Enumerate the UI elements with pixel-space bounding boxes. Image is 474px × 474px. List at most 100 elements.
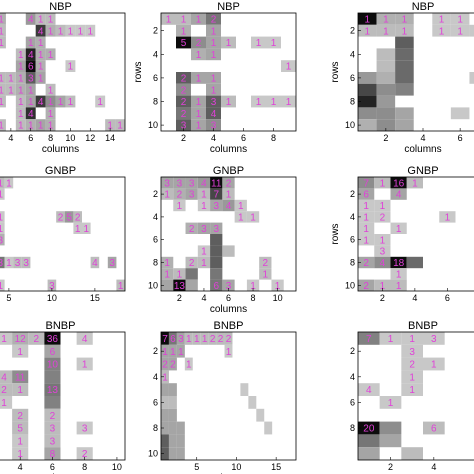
heatmap-cell	[173, 268, 186, 280]
cell-label: 1	[117, 121, 123, 132]
cell-label: 1	[201, 201, 207, 212]
heatmap-cell	[45, 107, 56, 120]
cell-label: 7	[213, 190, 219, 201]
heatmap-cell	[45, 48, 56, 61]
heatmap-cell	[401, 357, 423, 371]
heatmap-cell	[76, 447, 93, 460]
cell-label: 8	[50, 449, 56, 460]
cell-label: 1	[162, 372, 168, 383]
y-tick-label: 4	[350, 372, 355, 382]
cell-label: 1	[275, 281, 281, 292]
heatmap-cell	[184, 357, 193, 371]
cell-label: 1	[8, 74, 14, 85]
heatmap-cell	[21, 256, 31, 269]
heatmap-cell	[168, 447, 177, 460]
x-tick-label: 15	[271, 462, 281, 472]
cell-label: 1	[0, 26, 4, 37]
heatmap-cell	[73, 211, 82, 223]
cell-label: 1	[0, 121, 4, 132]
cell-label: 11	[211, 178, 222, 189]
heatmap-cell	[210, 256, 223, 269]
cell-label: 1	[181, 15, 187, 26]
heatmap-cell	[25, 13, 36, 25]
cell-label: 4	[28, 15, 34, 26]
x-tick-label: 10	[273, 293, 283, 303]
cell-label: 1	[0, 213, 4, 224]
heatmap-cell	[161, 434, 169, 448]
heatmap-cell	[13, 256, 22, 269]
heatmap-cell	[161, 408, 169, 422]
cell-label: 1	[363, 235, 369, 246]
y-tick-label: 2	[153, 189, 158, 199]
heatmap-cell	[161, 421, 169, 435]
cell-label: 2	[226, 334, 232, 345]
heatmap-cell	[222, 245, 235, 257]
cell-label: 1	[6, 258, 12, 269]
heatmap-cell	[5, 83, 16, 96]
cell-label: 6	[363, 190, 369, 201]
heatmap-cell	[44, 332, 61, 345]
heatmap-cell	[401, 447, 423, 460]
heatmap-cell	[210, 245, 223, 257]
heatmap-cell	[401, 344, 423, 358]
heatmap-cell	[191, 36, 206, 49]
heatmap-cell	[116, 279, 125, 291]
heatmap-cell	[358, 332, 380, 345]
cell-label: 3	[213, 224, 219, 235]
heatmap-cell	[35, 13, 46, 25]
cell-label: 1	[28, 97, 34, 108]
y-tick-label: 4	[153, 372, 158, 382]
heatmap-cell	[45, 119, 56, 131]
heatmap-cell	[376, 60, 396, 72]
cell-label: 1	[18, 97, 24, 108]
plot-frame	[160, 331, 297, 461]
heatmap-cell	[44, 408, 61, 422]
cell-label: 1	[388, 398, 394, 409]
heatmap-cell	[206, 48, 221, 61]
heatmap-cell	[191, 119, 206, 131]
heatmap-cell	[55, 24, 66, 37]
heatmap-cell	[45, 13, 56, 25]
heatmap-cell	[206, 119, 221, 131]
heatmap-cell	[0, 119, 6, 131]
x-tick-label: 4	[431, 462, 436, 472]
heatmap-cell	[176, 24, 191, 37]
heatmap-cell	[206, 36, 221, 49]
x-tick-label: 2	[177, 293, 182, 303]
heatmap-cell	[210, 177, 223, 189]
heatmap-cell	[173, 199, 186, 212]
heatmap-cell	[271, 279, 284, 291]
heatmap-cell	[0, 188, 5, 200]
heatmap-cell	[216, 332, 225, 345]
cell-label: 4	[28, 50, 34, 61]
heatmap-cell	[44, 396, 61, 409]
y-tick-label: 4	[350, 212, 355, 222]
cell-label: 4	[226, 201, 232, 212]
panel-title: BNBP	[408, 320, 438, 332]
plot-frame	[160, 12, 297, 132]
cell-label: 4	[1, 372, 7, 383]
heatmap-cell	[25, 83, 36, 96]
heatmap-cell	[432, 13, 451, 25]
cell-label: 1	[0, 281, 4, 292]
cell-label: 1	[196, 97, 202, 108]
cell-label: 1	[87, 26, 93, 37]
heatmap-cell	[358, 222, 375, 234]
heatmap-cell	[161, 279, 174, 291]
cell-label: 2	[17, 411, 23, 422]
cell-label: 3	[23, 258, 29, 269]
heatmap-cell	[15, 48, 26, 61]
y-tick-label: 4	[350, 49, 355, 59]
cell-label: 2	[34, 334, 40, 345]
heatmap-cell	[266, 36, 281, 49]
cell-label: 13	[47, 385, 59, 396]
heatmap-cell	[234, 199, 247, 212]
cell-label: 1	[82, 360, 88, 371]
cell-label: 2	[82, 449, 88, 460]
heatmap-cell	[82, 222, 91, 234]
cell-label: 1	[363, 224, 369, 235]
heatmap-cell	[185, 279, 198, 291]
y-tick-label: 8	[153, 423, 158, 433]
cell-label: 2	[181, 74, 187, 85]
heatmap-cell	[185, 222, 198, 234]
